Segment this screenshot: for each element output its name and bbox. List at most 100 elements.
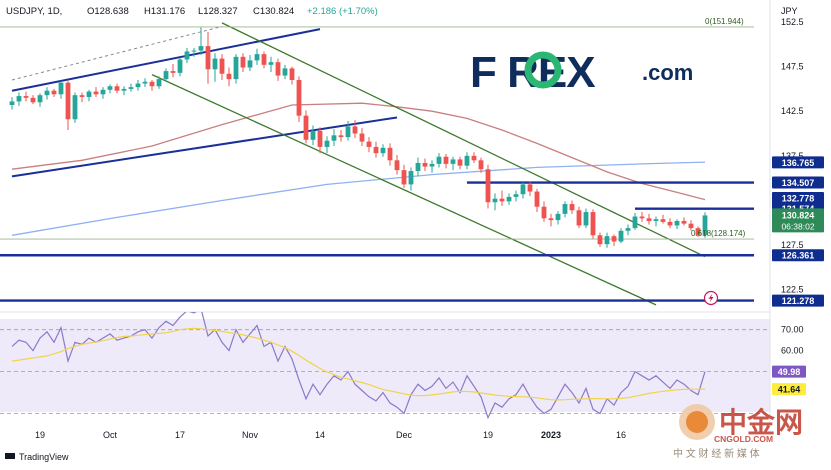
tradingview-footer[interactable]: TradingView (5, 452, 69, 462)
candles (9, 27, 708, 248)
time-axis: 19 Oct 17 Nov 14 Dec 19 2023 16 (35, 430, 626, 440)
close-value: C130.824 (253, 6, 294, 17)
candle-body (387, 147, 393, 161)
candle-body (702, 215, 708, 235)
price-badge-label: 121.278 (782, 296, 815, 306)
candle-body (16, 96, 22, 102)
candle-body (695, 228, 701, 236)
candle-body (107, 86, 113, 90)
moving-averages (11, 102, 706, 236)
price-badges: 136.765134.507132.778131.574126.361121.2… (772, 156, 824, 396)
fib-label: 0(151.944) (705, 17, 744, 26)
price-badge (772, 176, 824, 189)
candle-body (394, 160, 400, 171)
candle-body (9, 101, 15, 105)
candle-body (499, 198, 505, 202)
forex-logo: F REX .com (470, 48, 693, 97)
rsi-badge (772, 365, 806, 378)
candle-body (51, 90, 57, 95)
candle-body (163, 71, 169, 80)
candle-body (65, 82, 71, 120)
candle-body (79, 95, 85, 97)
cngold-brand: 中金网 (719, 406, 803, 438)
rsi-ma-line (11, 327, 706, 401)
tradingview-label: TradingView (19, 452, 69, 462)
candle-body (135, 83, 141, 88)
time-tick-label: 16 (616, 430, 626, 440)
candle-body (443, 156, 449, 164)
candle-body (471, 155, 477, 161)
candle-body (114, 86, 120, 91)
trendline-channel-4 (151, 74, 657, 306)
rsi-band (0, 319, 770, 412)
time-tick-label: 14 (315, 430, 325, 440)
candle-body (58, 82, 64, 95)
candle-body (569, 204, 575, 211)
ma-blue-line (11, 161, 706, 236)
candle-body (478, 160, 484, 170)
candle-body (226, 73, 232, 80)
candle-body (219, 58, 225, 74)
candle-body (457, 159, 463, 166)
rsi-badge-label: 49.98 (778, 367, 801, 377)
candle-body (583, 212, 589, 226)
rsi-tick-label: 60.00 (781, 346, 804, 356)
trendline-dashed-1 (11, 25, 223, 81)
candle-body (275, 62, 281, 76)
candle-body (436, 156, 442, 164)
candle-body (331, 135, 337, 141)
candle-body (415, 162, 421, 172)
candle-body (604, 236, 610, 245)
candle-body (492, 198, 498, 203)
candle-body (93, 91, 99, 95)
candle-body (485, 169, 491, 203)
last-price-badge (772, 208, 824, 233)
open-value: O128.638 (87, 6, 129, 17)
trendlines (0, 22, 754, 306)
candle-body (324, 140, 330, 147)
candle-body (541, 206, 547, 219)
candle-body (513, 194, 519, 197)
candle-body (429, 163, 435, 167)
candle-body (534, 191, 540, 207)
tradingview-logo-icon (5, 453, 15, 459)
ma-red-line (11, 102, 706, 201)
candle-body (30, 97, 36, 103)
time-tick-label: 19 (35, 430, 45, 440)
candle-body (100, 89, 106, 95)
candle-body (44, 90, 50, 96)
change-value: +2.186 (+1.70%) (307, 6, 378, 17)
price-badge-label: 132.778 (782, 193, 815, 203)
candle-body (289, 68, 295, 80)
candle-body (352, 126, 358, 134)
price-badge (772, 294, 824, 307)
low-value: L128.327 (198, 6, 238, 17)
candle-body (205, 46, 211, 70)
price-badge-label: 136.765 (782, 158, 815, 168)
fib-label: 0.618(128.174) (691, 229, 746, 238)
candle-body (408, 171, 414, 185)
rsi-badge-label: 41.64 (778, 385, 801, 395)
rsi-pane (0, 312, 770, 420)
alert-lightning-icon[interactable] (703, 290, 719, 306)
price-tick-label: 142.5 (781, 106, 804, 116)
candle-body (646, 218, 652, 221)
time-tick-label: Oct (103, 430, 118, 440)
candle-body (191, 50, 197, 52)
candle-body (520, 184, 526, 195)
trendline-navy-2 (11, 116, 398, 178)
candle-body (86, 91, 92, 97)
candle-body (156, 79, 162, 87)
price-badge (772, 156, 824, 169)
price-pane (0, 22, 754, 306)
candle-body (317, 130, 323, 147)
candle-body (688, 223, 694, 229)
rsi-tick-label: 70.00 (781, 325, 804, 335)
candle-body (282, 68, 288, 76)
candle-body (184, 51, 190, 60)
trendline-navy-0 (11, 28, 321, 92)
forex-logo-suffix: .com (642, 60, 693, 85)
candle-body (23, 96, 29, 98)
candle-body (674, 220, 680, 226)
